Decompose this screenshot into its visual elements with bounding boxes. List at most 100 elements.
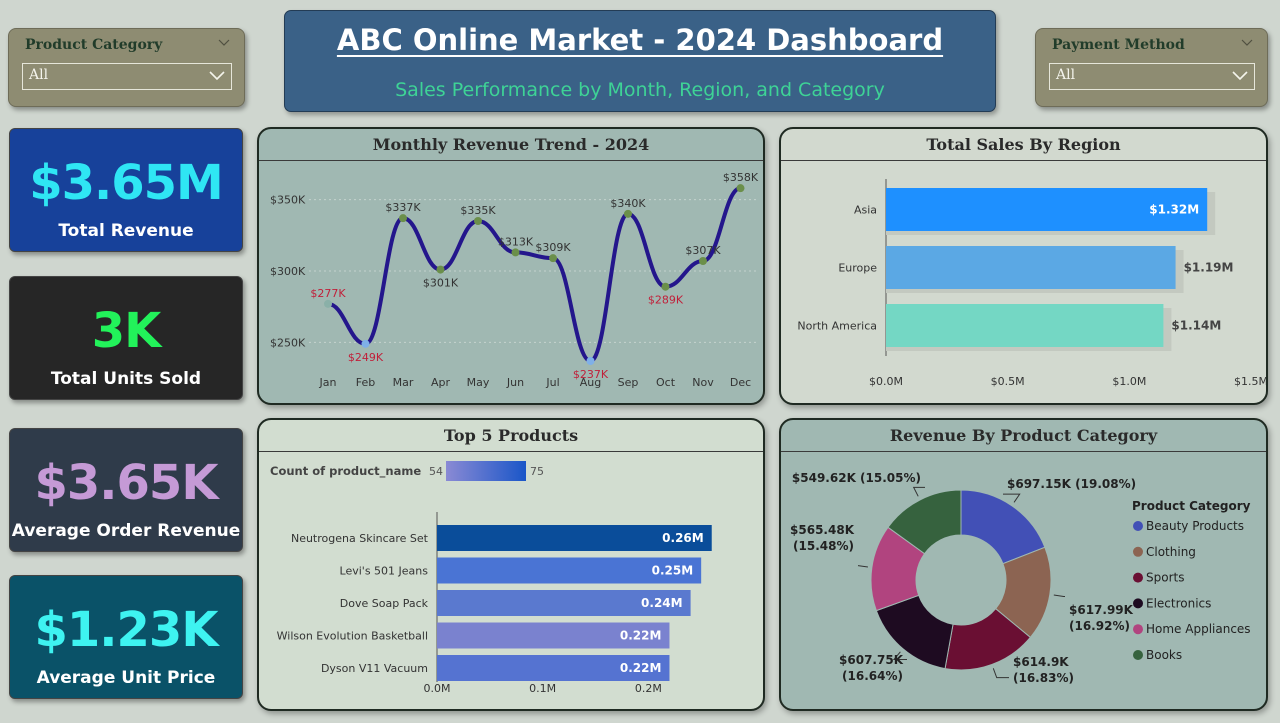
legend-title: Product Category [1132,499,1251,513]
panel-divider [259,451,763,452]
data-label: $301K [423,277,459,290]
chevron-down-icon[interactable] [218,37,230,49]
payment-method-dropdown[interactable]: All [1049,63,1255,90]
x-tick-label: Jun [506,376,524,389]
data-label: $309K [535,241,571,254]
legend-swatch [1133,624,1143,635]
x-tick-label: $0.0M [869,375,903,388]
data-point [399,214,407,223]
data-point [361,339,370,348]
data-label: $358K [723,171,759,184]
monthly-revenue-panel: Monthly Revenue Trend - 2024 $250K $300K $… [257,127,765,405]
category-label: Dove Soap Pack [340,597,429,610]
region-sales-title: Total Sales By Region [926,135,1121,154]
product-category-dropdown[interactable]: All [22,63,232,90]
payment-method-selected-value: All [1056,67,1076,83]
x-tick-label: $1.0M [1112,375,1146,388]
x-tick-label: 0.2M [635,682,662,695]
leader-line [892,651,907,660]
data-label-value: $614.9K [1013,655,1069,669]
category-revenue-chart: $697.15K (19.08%) $617.99K (16.92%) $614.9K… [790,471,1251,685]
product-bar [437,557,702,584]
category-revenue-panel: Revenue By Product Category $697.15K (19… [779,418,1268,711]
legend-title: Count of product_name [270,464,421,479]
x-tick-label: May [467,376,490,389]
region-bar [886,304,1164,347]
data-point [624,209,632,218]
y-tick-label: $350K [270,194,306,207]
chevron-down-icon[interactable] [1241,37,1253,49]
legend-min: 54 [429,465,443,478]
data-label: 0.22M [620,661,662,675]
data-label: $1.32M [1149,203,1199,217]
x-tick-label: Aug [580,376,601,389]
kpi-label: Total Units Sold [50,369,202,389]
legend-swatch [1133,521,1143,531]
panel-divider [781,160,1266,161]
kpi-card-total-revenue: $3.65M Total Revenue [9,128,243,252]
leader-line [1053,594,1065,598]
category-label: Neutrogena Skincare Set [291,532,429,545]
x-tick-label: $1.5M [1234,375,1266,388]
category-revenue-title: Revenue By Product Category [889,426,1158,445]
data-label: $307K [685,244,721,257]
data-label: 0.25M [652,564,694,578]
kpi-value: 3K [91,303,162,359]
x-tick-label: Nov [692,376,714,389]
leader-line [912,486,925,497]
x-tick-label: Dec [730,376,751,389]
data-label: 0.26M [662,531,704,545]
data-label: $340K [610,197,646,210]
data-label-percent: (16.92%) [1069,619,1130,633]
legend-item: Sports [1146,571,1184,585]
kpi-card-average-unit-price: $1.23K Average Unit Price [9,575,243,699]
category-label: North America [797,320,877,333]
data-label: $289K [648,294,684,307]
data-point [511,248,520,257]
region-bar [886,188,1208,231]
x-tick-label: Oct [656,376,676,389]
top-products-title: Top 5 Products [443,426,579,445]
data-label: $1.14M [1171,319,1221,333]
data-point [436,265,445,274]
region-sales-panel: Total Sales By Region Asia $1.32M Europe $1… [779,127,1268,405]
legend-gradient-bar [446,461,526,481]
category-label: Dyson V11 Vacuum [321,662,428,675]
payment-method-slicer[interactable]: Payment Method All [1035,28,1268,107]
data-point [586,357,595,365]
data-label: $607.75K (16.64%) [839,653,904,683]
dropdown-chevron-icon [209,71,225,81]
page-title: ABC Online Market - 2024 Dashboard [336,23,944,57]
data-label-percent: (16.83%) [1013,671,1074,685]
dropdown-chevron-icon [1232,71,1248,81]
data-label-percent: (16.64%) [842,669,903,683]
x-tick-label: 0.1M [529,682,556,695]
data-label: $249K [348,351,384,364]
x-tick-label: Sep [618,376,639,389]
data-label-value: $617.99K [1069,603,1134,617]
x-tick-label: Jan [319,376,337,389]
donut-slice [887,489,962,555]
data-label: $237K [573,368,609,381]
data-point [699,257,707,265]
data-point [736,184,745,193]
kpi-label: Total Revenue [58,221,194,241]
kpi-card-average-order-revenue: $3.65K Average Order Revenue [9,428,243,552]
data-label: $313K [498,235,534,248]
kpi-value: $3.65M [29,155,224,211]
legend-item: Books [1146,648,1182,662]
y-tick-label: $300K [270,265,306,278]
data-label: $614.9K (16.83%) [1013,655,1074,685]
leader-line [857,565,868,568]
x-tick-label: Apr [431,376,451,389]
product-category-slicer[interactable]: Product Category All [8,28,245,107]
data-label-value: $565.48K [790,523,855,537]
kpi-label: Average Order Revenue [11,521,241,541]
data-point [661,282,670,291]
panel-divider [781,451,1266,452]
product-bar [437,655,670,681]
region-sales-chart: Asia $1.32M Europe $1.19M North America $1.14… [797,179,1266,388]
data-label-value: $607.75K [839,653,904,667]
legend-max: 75 [530,465,544,478]
data-label-percent: (15.48%) [793,539,854,553]
